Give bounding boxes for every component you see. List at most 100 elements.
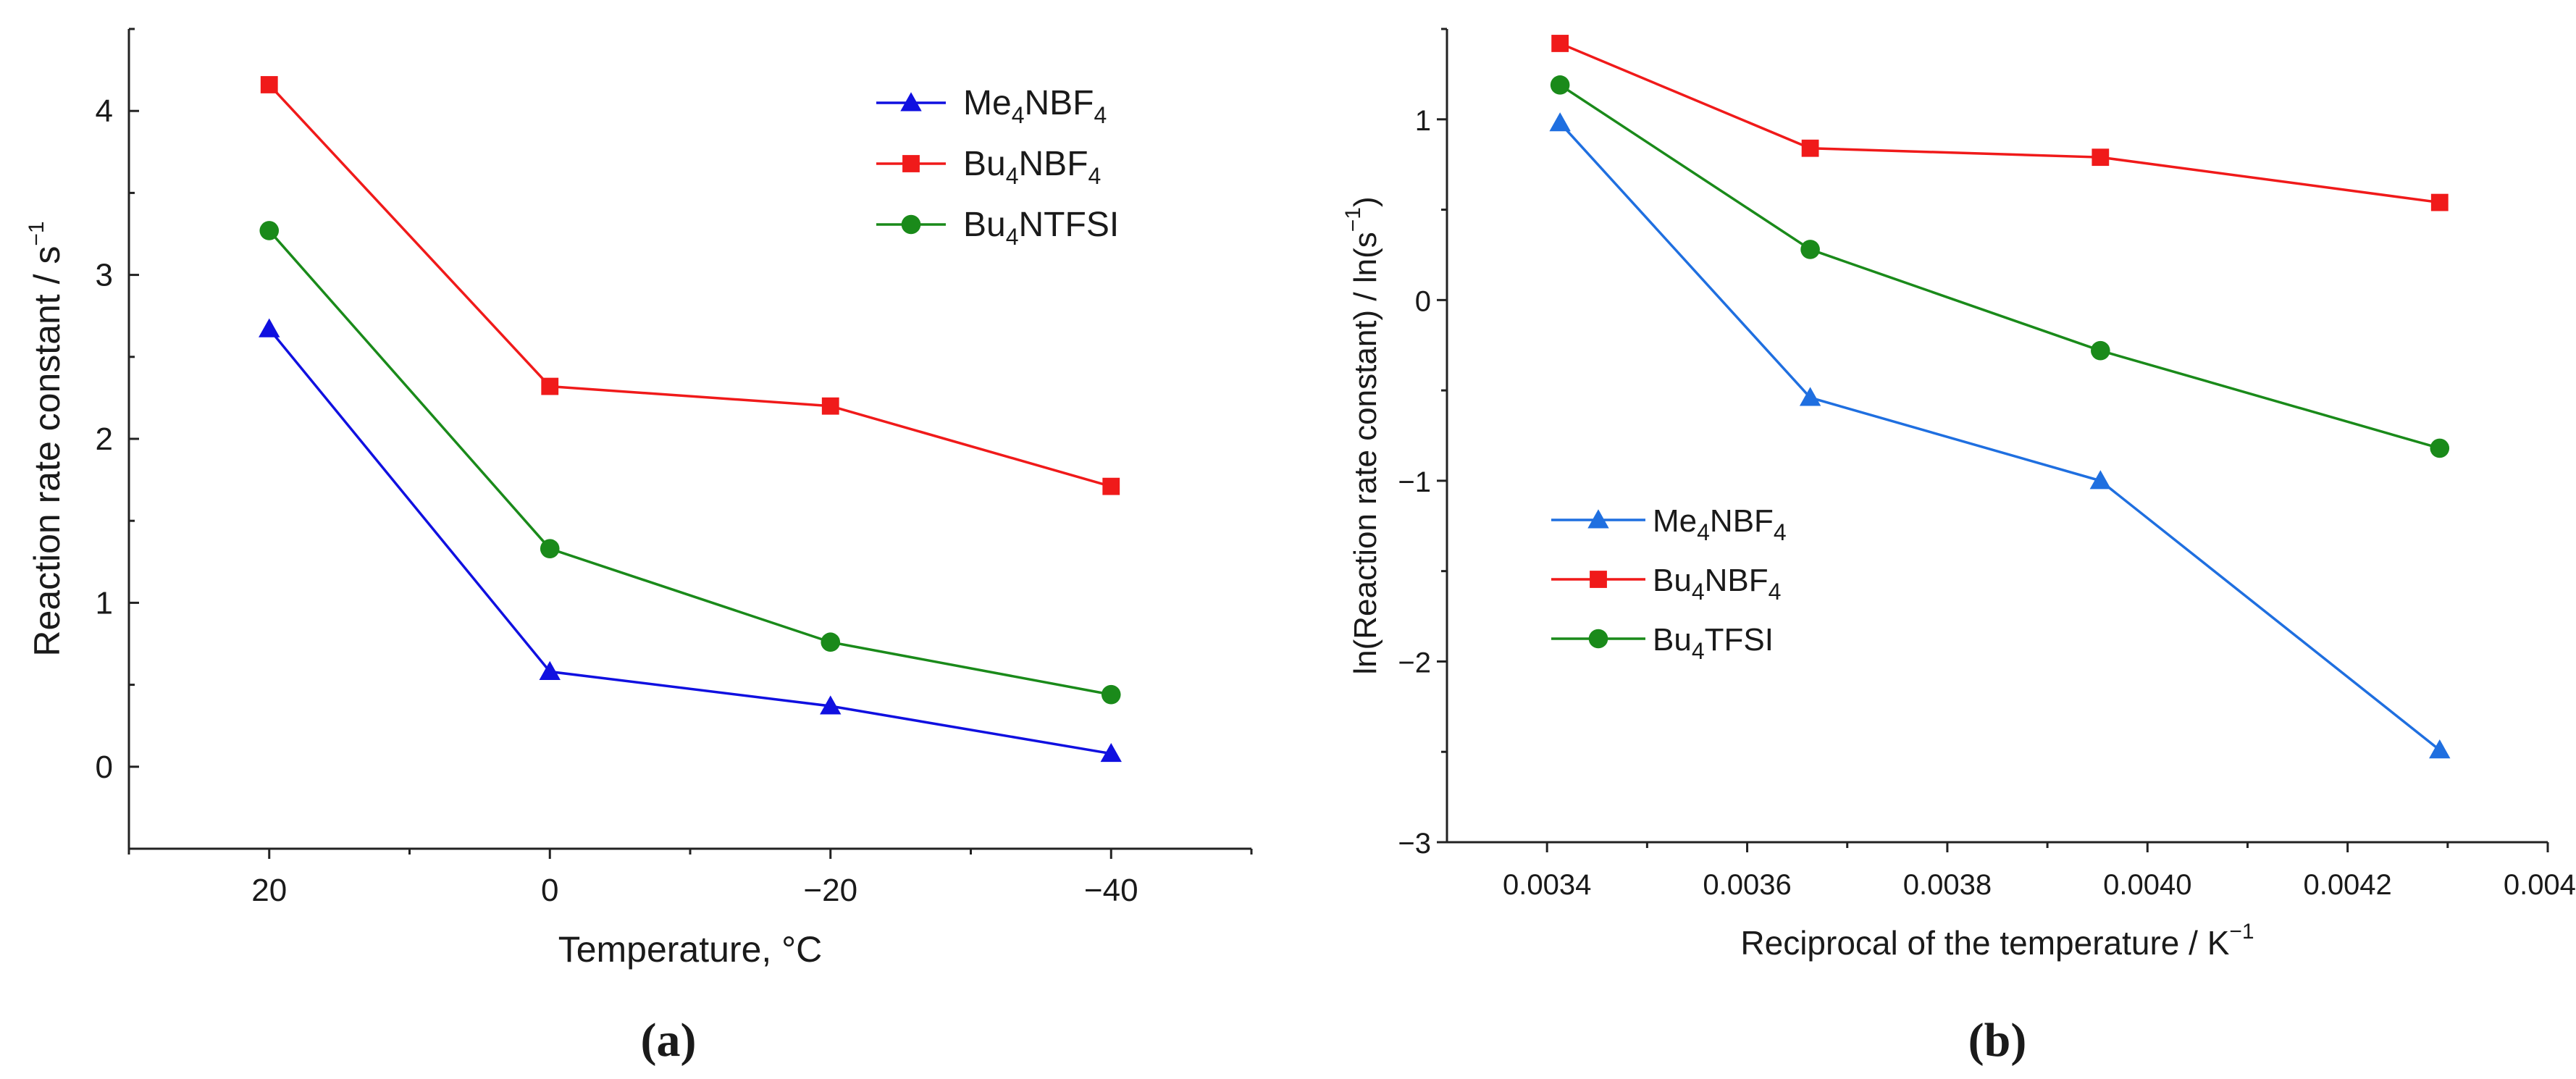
- series-line: [1558, 122, 2441, 752]
- y-axis-title-end: ): [1348, 196, 1383, 207]
- legend-label-part: Bu: [1653, 563, 1692, 598]
- y-tick-label: 0: [1415, 285, 1431, 317]
- data-point-marker: [2089, 470, 2112, 490]
- series-me4nbf4: [1549, 112, 2451, 759]
- legend-marker: [1590, 571, 1607, 588]
- legend-label-part: NBF: [1024, 84, 1094, 122]
- x-tick-label: 20: [251, 873, 287, 908]
- legend-marker: [902, 155, 920, 172]
- legend-label-sub: 4: [1006, 163, 1019, 189]
- panel-label: (b): [1968, 1014, 2027, 1067]
- y-axis-title-text: Reaction rate constant / s: [27, 246, 67, 657]
- legend-label-sub: 4: [1012, 102, 1025, 128]
- data-point-marker: [1800, 240, 1820, 259]
- legend-marker: [901, 214, 921, 235]
- legend-label-sub: 4: [1769, 579, 1782, 605]
- legend-label-part: NTFSI: [1019, 206, 1120, 244]
- y-tick-label: 1: [1415, 105, 1431, 137]
- legend-label-sub: 4: [1088, 163, 1102, 189]
- legend-label-sub: 4: [1697, 519, 1710, 545]
- series-line: [268, 328, 1112, 755]
- data-point-marker: [2092, 148, 2110, 167]
- legend-label-sub: 4: [1006, 224, 1019, 250]
- y-axis-title: ln(Reaction rate constant) / ln(s−1): [1341, 196, 1383, 674]
- series-line: [268, 83, 1112, 488]
- data-point-marker: [540, 539, 560, 558]
- data-point-marker: [1100, 742, 1122, 763]
- data-point-marker: [259, 221, 280, 240]
- legend-label-part: TFSI: [1705, 622, 1774, 658]
- chart-panel-b: 0.0034 0.0036 0.0038 0.0040 0.0042 0.0044 1 0 −1…: [1341, 28, 2576, 1067]
- x-axis-title: Reciprocal of the temperature / K−1: [1740, 920, 2254, 962]
- legend-label: Me4NBF4: [1653, 503, 1787, 545]
- data-point-marker: [821, 397, 839, 415]
- data-point-marker: [1101, 684, 1121, 705]
- x-tick-label: 0.0042: [2303, 869, 2391, 901]
- data-point-marker: [2429, 739, 2451, 759]
- x-tick-label: 0.0040: [2103, 869, 2191, 901]
- panel-label: (a): [641, 1014, 697, 1067]
- x-tick-label: −20: [803, 873, 857, 908]
- x-tick-label: 0: [541, 873, 558, 908]
- y-tick-label: 2: [96, 421, 113, 457]
- legend-label-sub: 4: [1774, 519, 1787, 545]
- legend-label-sub: 4: [1094, 102, 1107, 128]
- y-tick-label: 0: [96, 750, 113, 785]
- series-me4nbf4: [259, 318, 1122, 763]
- y-axis-title: Reaction rate constant / s−1: [25, 221, 67, 656]
- data-point-marker: [820, 695, 842, 715]
- legend-entry: Bu4NTFSI: [876, 206, 1119, 250]
- data-point-marker: [1801, 139, 1819, 157]
- data-point-marker: [541, 377, 559, 395]
- x-tick-label: 0.0036: [1703, 869, 1791, 901]
- legend-marker: [1587, 509, 1609, 529]
- x-axis-title-text: Temperature, °C: [558, 929, 823, 970]
- data-point-marker: [2430, 193, 2449, 211]
- legend-label: Bu4NBF4: [1653, 563, 1781, 605]
- y-tick-label: 3: [96, 258, 113, 293]
- series-bu4ntfsi: [259, 221, 1121, 705]
- y-axis-title-sup: −1: [1341, 207, 1365, 232]
- series-line: [268, 230, 1112, 696]
- legend-label-sub: 4: [1692, 638, 1705, 664]
- data-point-marker: [1102, 477, 1120, 495]
- y-tick-label: 1: [96, 585, 113, 621]
- legend-entry: Me4NBF4: [1551, 503, 1787, 545]
- y-axis-title-sup: −1: [25, 221, 49, 245]
- x-tick-label: 0.0044: [2504, 869, 2576, 901]
- data-point-marker: [260, 76, 278, 93]
- legend-label: Me4NBF4: [963, 84, 1107, 128]
- legend-marker: [900, 92, 922, 112]
- data-point-marker: [821, 632, 841, 652]
- series-bu4nbf4: [260, 76, 1120, 495]
- data-point-marker: [1799, 387, 1821, 406]
- x-tick-label: −40: [1084, 873, 1138, 908]
- x-axis-title-text: Reciprocal of the temperature / K: [1740, 924, 2229, 962]
- series-line: [1559, 83, 2441, 450]
- legend-label: Bu4NBF4: [963, 145, 1101, 189]
- legend-entry: Bu4NBF4: [876, 145, 1101, 189]
- x-tick-label: 0.0038: [1903, 869, 1992, 901]
- data-point-marker: [1551, 35, 1569, 52]
- legend-label-part: Me: [963, 84, 1012, 122]
- chart-panel-a: 20 0 −20 −40 0 1 2 3 4 Temperature, °C Reaction ra…: [25, 28, 1253, 1067]
- x-tick-label: 0.0034: [1503, 869, 1591, 901]
- y-tick-label: 4: [96, 93, 113, 129]
- y-tick-label: −2: [1398, 647, 1431, 679]
- legend-marker: [1588, 629, 1608, 649]
- x-axis-title-sup: −1: [2229, 920, 2254, 944]
- data-point-marker: [2430, 438, 2450, 458]
- legend-label-part: NBF: [1019, 145, 1088, 183]
- y-axis-title-text: ln(Reaction rate constant) / ln(s: [1348, 232, 1383, 674]
- legend-entry: Bu4TFSI: [1551, 622, 1774, 664]
- series-line: [1559, 42, 2440, 204]
- data-point-marker: [539, 660, 561, 680]
- legend-entry: Bu4NBF4: [1551, 563, 1781, 605]
- legend-label-part: Me: [1653, 503, 1697, 539]
- legend-label-part: Bu: [1653, 622, 1692, 658]
- legend-label: Bu4TFSI: [1653, 622, 1774, 664]
- data-point-marker: [2091, 340, 2110, 361]
